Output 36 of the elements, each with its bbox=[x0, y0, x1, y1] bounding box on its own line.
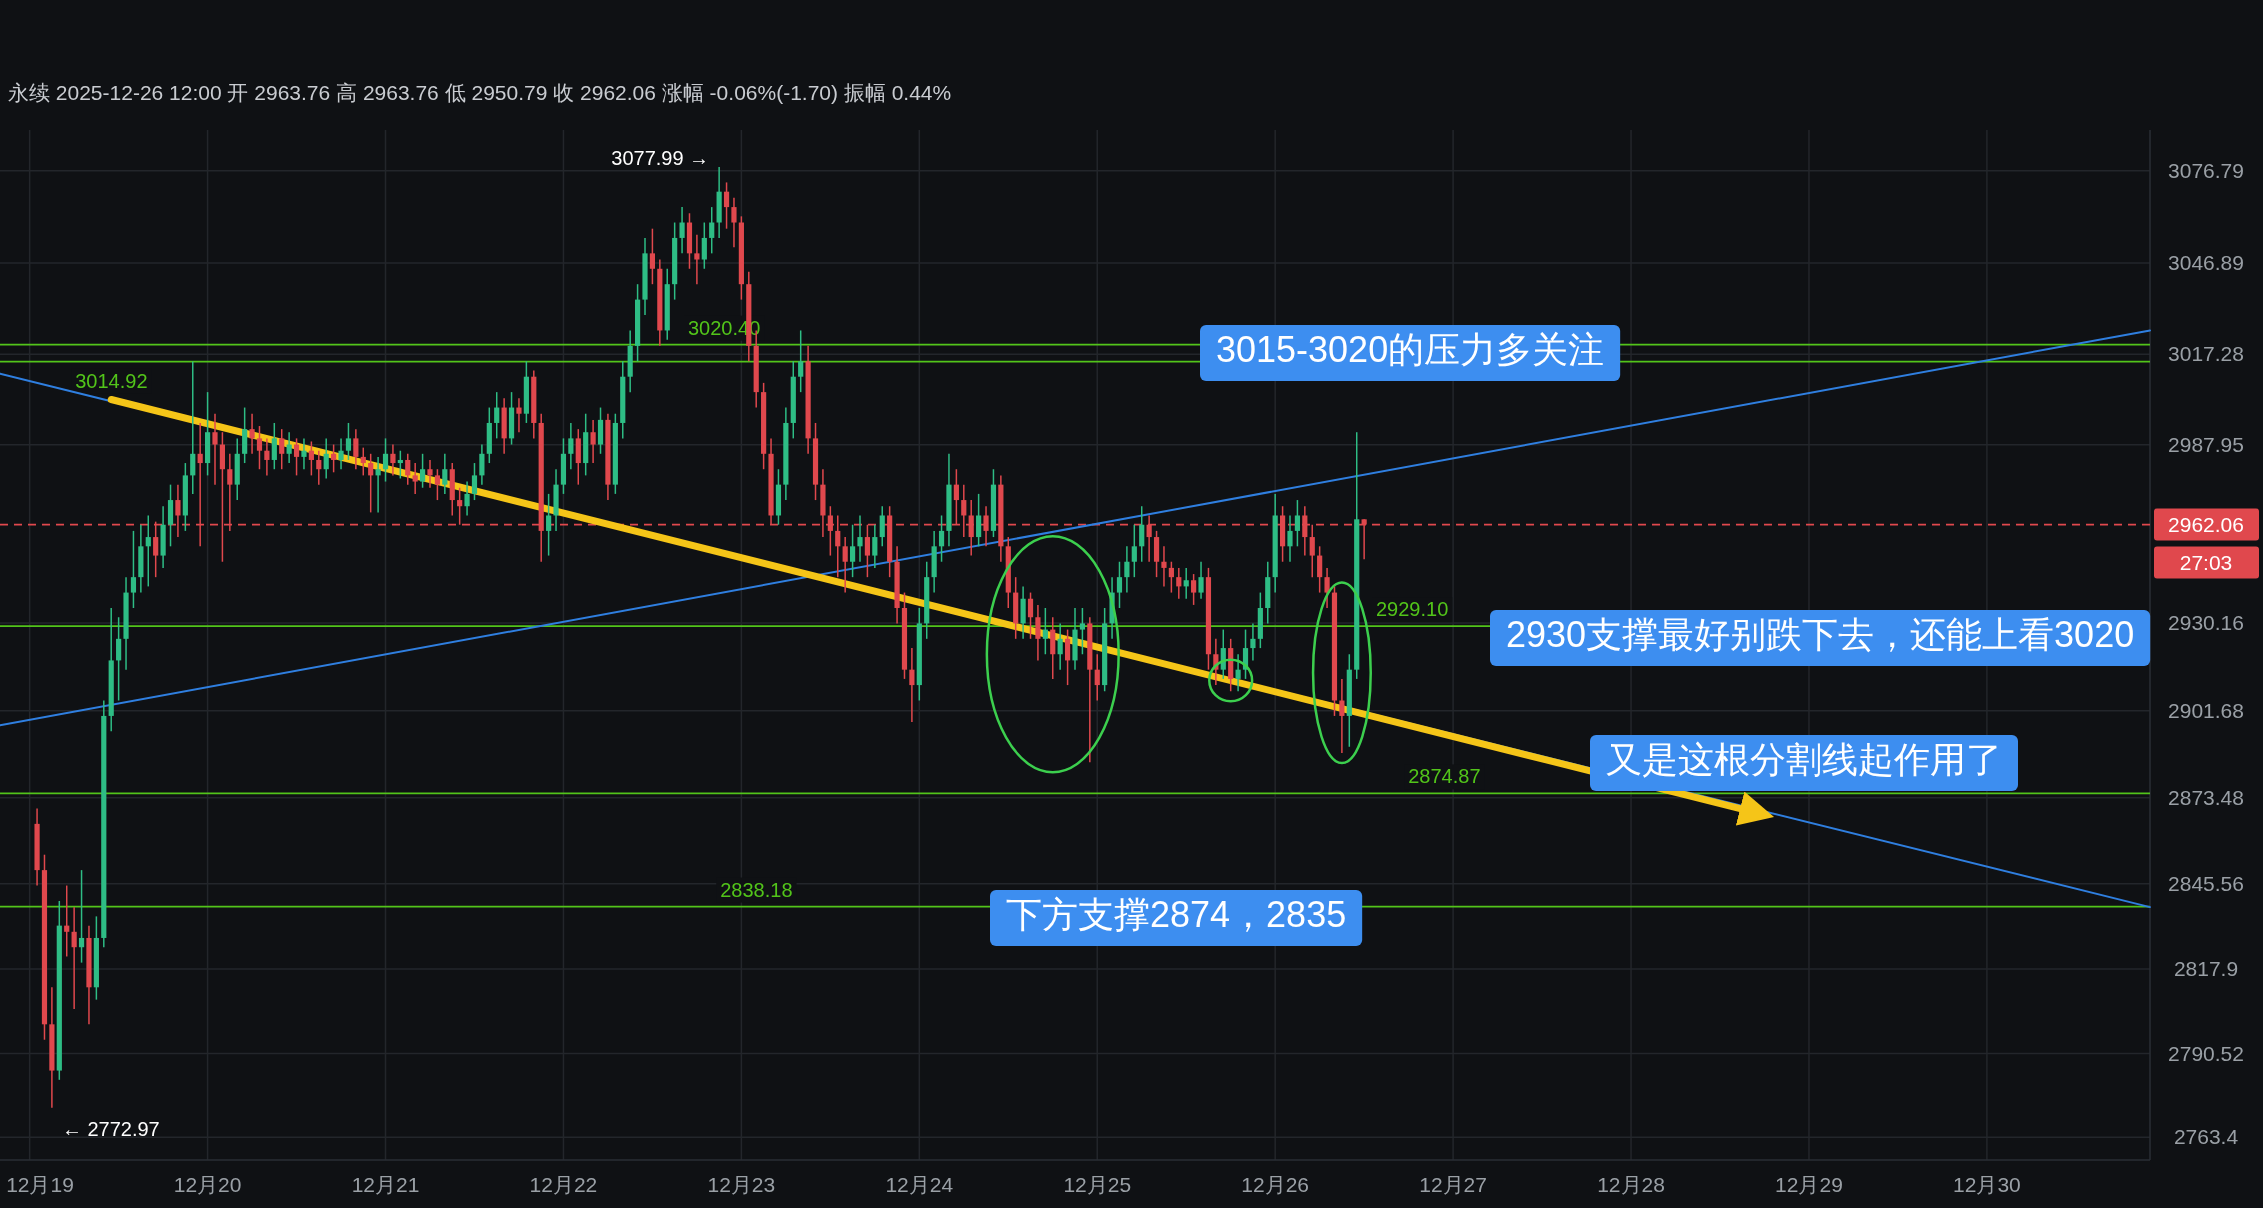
x-tick-label: 12月26 bbox=[1241, 1173, 1310, 1196]
annotation: 又是这根分割线起作用了 bbox=[1606, 739, 2002, 780]
x-tick-label: 12月20 bbox=[173, 1173, 242, 1196]
annotation: 下方支撑2874，2835 bbox=[1006, 894, 1347, 935]
x-tick-label: 12月27 bbox=[1419, 1173, 1487, 1196]
y-tick-label: 3046.89 bbox=[2168, 250, 2244, 274]
x-tick-label: 12月30 bbox=[1953, 1173, 2021, 1196]
y-tick-label: 3076.79 bbox=[2168, 158, 2244, 182]
ref-line-label: 2929.10 bbox=[1376, 598, 1449, 621]
y-tick-label: 2763.4 bbox=[2173, 1125, 2239, 1149]
annotation: 2930支撑最好别跌下去，还能上看3020 bbox=[1506, 614, 2135, 655]
ref-line-label: 3014.92 bbox=[75, 369, 148, 392]
y-tick-label: 2901.68 bbox=[2168, 698, 2244, 722]
chart-subtitle: 永续 2025-12-26 12:00 开 2963.76 高 2963.76 低 2950.79 收 2962.06 涨幅 -0.06%(-1.70) 振幅 0.44% bbox=[8, 81, 952, 104]
x-tick-label: 12月24 bbox=[885, 1173, 954, 1196]
x-tick-label: 12月21 bbox=[351, 1173, 420, 1196]
x-tick-label: 12月28 bbox=[1597, 1173, 1665, 1196]
annotation: 3077.99 → bbox=[611, 147, 710, 170]
ref-line-label: 2962.06 bbox=[2168, 512, 2244, 536]
x-tick-label: 12月19 bbox=[6, 1173, 74, 1196]
text: 27:03 bbox=[2179, 550, 2233, 574]
y-tick-label: 2930.16 bbox=[2168, 610, 2244, 634]
x-tick-label: 12月22 bbox=[529, 1173, 598, 1196]
x-tick-label: 12月29 bbox=[1775, 1173, 1843, 1196]
ref-line-label: 2874.87 bbox=[1408, 765, 1481, 788]
y-tick-label: 2845.56 bbox=[2168, 871, 2244, 895]
y-tick-label: 2817.9 bbox=[2173, 957, 2239, 981]
annotation: ← 2772.97 bbox=[61, 1117, 160, 1140]
ref-line-label: 2838.18 bbox=[720, 878, 793, 901]
annotation: 3015-3020的压力多关注 bbox=[1216, 329, 1605, 370]
x-tick-label: 12月25 bbox=[1063, 1173, 1132, 1196]
x-tick-label: 12月23 bbox=[707, 1173, 776, 1196]
y-tick-label: 2987.95 bbox=[2168, 432, 2244, 456]
y-tick-label: 3017.28 bbox=[2168, 342, 2244, 366]
y-tick-label: 2873.48 bbox=[2168, 785, 2244, 809]
y-tick-label: 2790.52 bbox=[2168, 1041, 2244, 1065]
